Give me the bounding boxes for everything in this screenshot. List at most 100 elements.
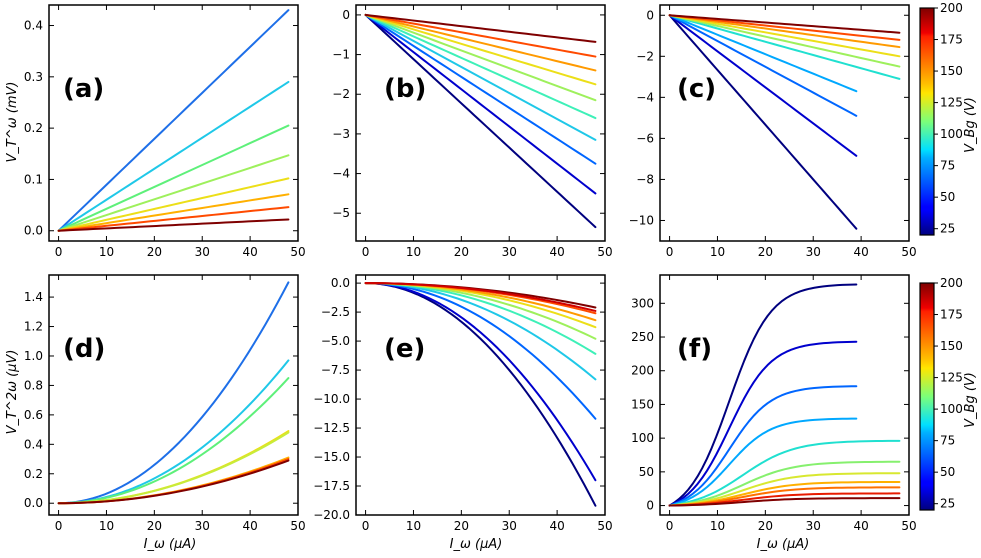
series-line-c-6 (668, 14, 901, 58)
x-tick-label-f-4: 40 (853, 519, 868, 533)
colorbar-top-tick-label-2: 75 (940, 159, 955, 173)
series-line-b-5 (364, 13, 597, 102)
series-line-a-5 (57, 193, 290, 232)
y-tick-label-d-5: 1.0 (24, 349, 43, 363)
plot-frame-a (48, 4, 299, 242)
series-line-c-4 (668, 14, 901, 80)
y-tick-label-c-3: −6 (636, 131, 654, 145)
colorbar-top-tick-label-6: 175 (940, 33, 963, 47)
y-tick-label-b-2: −2 (332, 87, 350, 101)
y-tick-label-e-4: −10.0 (313, 392, 350, 406)
series-line-b-0 (364, 13, 597, 229)
panel-a: 0 10 20 30 40 50 0.0 0.1 0.2 0.3 0.4 (24, 4, 306, 259)
y-tick-label-b-1: −1 (332, 48, 350, 62)
x-tick-label-e-0: 0 (362, 519, 370, 533)
plot-frame-e (355, 274, 606, 516)
x-tick-label-f-2: 20 (758, 519, 773, 533)
colorbar-bottom-label: V_Bg (V) (963, 372, 978, 428)
y-tick-label-f-0: 0 (646, 499, 654, 513)
panel-label-a: (a) (63, 74, 104, 104)
series-line-f-5 (668, 460, 901, 507)
y-tick-label-e-8: −20.0 (313, 508, 350, 522)
x-tick-label-a-3: 30 (195, 245, 210, 259)
y-tick-label-d-1: 0.2 (24, 467, 43, 481)
series-line-c-9 (668, 14, 901, 34)
series-line-e-2 (364, 282, 597, 420)
colorbar-top-tick-label-5: 150 (940, 64, 963, 78)
x-tick-label-a-0: 0 (55, 245, 63, 259)
y-tick-label-d-4: 0.8 (24, 378, 43, 392)
x-tick-label-f-3: 30 (806, 519, 821, 533)
colorbar-top-gradient (919, 7, 935, 236)
y-tick-label-c-1: −2 (636, 49, 654, 63)
series-line-b-4 (364, 13, 597, 120)
y-tick-label-c-5: −10 (629, 213, 654, 227)
series-line-b-8 (364, 13, 597, 58)
x-tick-label-b-0: 0 (362, 245, 370, 259)
x-tick-label-d-4: 40 (242, 519, 257, 533)
colorbar-bottom-tick-label-7: 200 (940, 276, 963, 290)
y-tick-label-d-6: 1.2 (24, 320, 43, 334)
panel-label-e: (e) (384, 334, 425, 364)
series-line-a-1 (57, 80, 290, 232)
xlabel-e: I_ω (μA) (450, 537, 503, 552)
series-line-e-10 (364, 282, 597, 312)
series-line-a-4 (57, 177, 290, 232)
xlabel-f: I_ω (μA) (757, 537, 810, 552)
y-tick-label-d-0: 0.0 (24, 496, 43, 510)
x-tick-label-e-1: 10 (406, 519, 421, 533)
colorbar-bottom-tick-label-0: 25 (940, 497, 955, 511)
x-tick-label-a-1: 10 (99, 245, 114, 259)
x-tick-label-e-2: 20 (454, 519, 469, 533)
y-tick-label-a-2: 0.2 (24, 121, 43, 135)
x-tick-label-a-5: 50 (290, 245, 305, 259)
series-line-a-7 (57, 218, 290, 232)
series-line-e-1 (364, 282, 597, 482)
x-tick-label-b-3: 30 (502, 245, 517, 259)
y-tick-label-b-0: 0 (342, 8, 350, 22)
y-tick-label-b-5: −5 (332, 206, 350, 220)
y-tick-label-c-2: −4 (636, 90, 654, 104)
x-tick-label-c-0: 0 (666, 245, 674, 259)
series-line-d-7 (57, 459, 290, 505)
plot-frame-d (48, 274, 299, 516)
colorbar-top-tick-label-1: 50 (940, 190, 955, 204)
series-line-c-8 (668, 14, 901, 41)
x-tick-label-d-5: 50 (290, 519, 305, 533)
x-tick-label-d-1: 10 (99, 519, 114, 533)
panel-e: 0 10 20 30 40 50 0.0 −2.5 −5.0 −7.5 −10.0 −12.5 −15.… (313, 274, 613, 533)
x-tick-label-c-1: 10 (710, 245, 725, 259)
series-line-f-4 (668, 439, 901, 507)
y-tick-label-f-1: 50 (639, 465, 654, 479)
x-tick-label-e-3: 30 (502, 519, 517, 533)
series-line-b-3 (364, 13, 597, 141)
y-tick-label-a-1: 0.1 (24, 172, 43, 186)
series-line-f-1 (668, 340, 858, 507)
ylabel-a: V_T^ω (mV) (5, 82, 20, 163)
colorbar-bottom-gradient (919, 282, 935, 511)
y-tick-label-e-3: −7.5 (321, 363, 350, 377)
x-tick-label-b-5: 50 (597, 245, 612, 259)
y-tick-label-e-6: −15.0 (313, 450, 350, 464)
series-line-b-1 (364, 13, 597, 195)
series-line-a-6 (57, 206, 290, 232)
plot-frame-b (355, 4, 606, 242)
x-tick-label-e-4: 40 (549, 519, 564, 533)
series-line-b-2 (364, 13, 597, 165)
x-tick-label-c-4: 40 (853, 245, 868, 259)
panel-label-f: (f) (677, 334, 712, 364)
series-line-b-6 (364, 13, 597, 86)
y-tick-label-d-2: 0.4 (24, 437, 43, 451)
xlabel-d: I_ω (μA) (144, 537, 197, 552)
y-tick-label-a-3: 0.3 (24, 70, 43, 84)
series-line-f-2 (668, 385, 858, 507)
y-tick-label-f-4: 200 (631, 364, 654, 378)
x-tick-label-d-3: 30 (195, 519, 210, 533)
series-line-c-2 (668, 14, 858, 117)
y-tick-label-e-1: −2.5 (321, 305, 350, 319)
x-tick-label-a-2: 20 (147, 245, 162, 259)
series-line-c-7 (668, 14, 901, 49)
x-tick-label-a-4: 40 (242, 245, 257, 259)
colorbar-bottom-tick-label-2: 75 (940, 434, 955, 448)
y-tick-label-c-4: −8 (636, 172, 654, 186)
